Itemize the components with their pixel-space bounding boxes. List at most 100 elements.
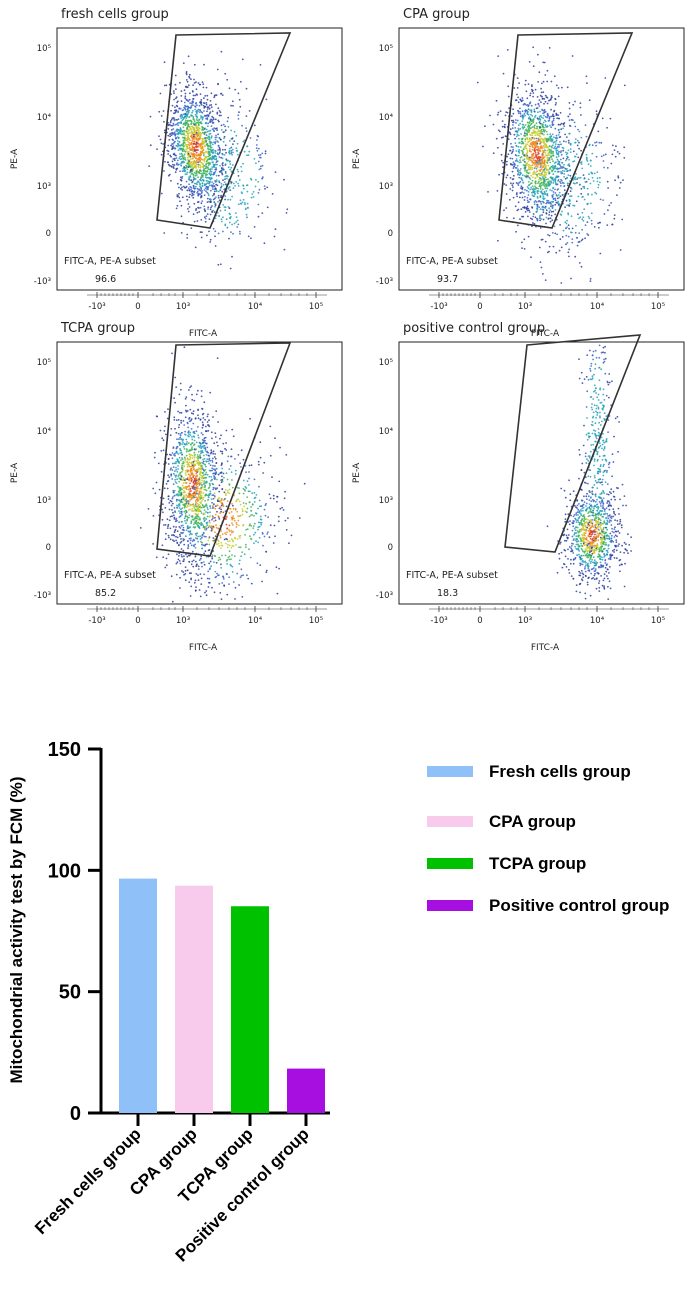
flow-event-dot — [211, 529, 214, 531]
flow-event-dot — [567, 115, 570, 118]
flow-event-dot — [186, 162, 189, 165]
flow-event-dot — [541, 149, 544, 152]
flow-event-dot — [207, 454, 210, 457]
flow-event-dot — [184, 121, 187, 123]
flow-event-dot — [533, 126, 536, 129]
flow-event-dot — [192, 544, 195, 547]
flow-event-dot — [179, 436, 182, 439]
flow-event-dot — [599, 252, 602, 255]
flow-event-dot — [223, 476, 225, 479]
flow-event-dot — [576, 182, 578, 184]
flow-event-dot — [551, 206, 554, 208]
flow-event-dot — [562, 149, 565, 152]
flow-event-dot — [205, 471, 208, 474]
flow-event-dot — [186, 109, 189, 111]
flow-event-dot — [588, 173, 590, 176]
flow-event-dot — [558, 143, 561, 146]
flow-event-dot — [203, 535, 206, 538]
flow-event-dot — [511, 170, 514, 173]
flow-event-dot — [526, 169, 528, 172]
flow-event-dot — [570, 195, 573, 198]
flow-event-dot — [182, 479, 185, 481]
flow-event-dot — [214, 149, 216, 152]
flow-event-dot — [212, 486, 215, 489]
flow-event-dot — [212, 182, 215, 185]
flow-event-dot — [208, 135, 211, 138]
flow-event-dot — [193, 156, 196, 159]
flow-event-dot — [169, 538, 172, 541]
flow-event-dot — [257, 215, 260, 218]
flow-event-dot — [600, 155, 603, 158]
flow-event-dot — [177, 453, 180, 455]
flow-event-dot — [197, 414, 199, 417]
flow-event-dot — [193, 122, 195, 124]
flow-event-dot — [590, 219, 593, 222]
flow-event-dot — [217, 144, 220, 147]
flow-event-dot — [189, 155, 192, 158]
flow-event-dot — [204, 500, 207, 502]
flow-event-dot — [193, 451, 196, 454]
flow-event-dot — [174, 528, 177, 531]
flow-event-dot — [224, 206, 227, 209]
flow-event-dot — [186, 189, 189, 192]
flow-event-dot — [200, 122, 203, 125]
flow-event-dot — [222, 131, 225, 134]
flow-panel-title: fresh cells group — [61, 7, 169, 22]
flow-event-dot — [521, 97, 524, 99]
flow-event-dot — [168, 476, 171, 478]
flow-event-dot — [216, 510, 218, 513]
flow-event-dot — [187, 84, 190, 87]
flow-event-dot — [202, 532, 205, 534]
flow-event-dot — [211, 557, 214, 560]
flow-event-dot — [519, 168, 522, 170]
flow-event-dot — [183, 130, 186, 132]
flow-event-dot — [539, 142, 541, 145]
flow-event-dot — [549, 99, 552, 101]
flow-event-dot — [210, 125, 213, 127]
flow-event-dot — [215, 134, 217, 137]
flow-event-dot — [543, 108, 546, 111]
flow-event-dot — [176, 498, 178, 501]
flow-event-dot — [527, 83, 530, 85]
flow-event-dot — [520, 172, 522, 175]
flow-event-dot — [206, 191, 209, 194]
flow-event-dot — [512, 161, 515, 164]
flow-event-dot — [186, 198, 189, 201]
flow-event-dot — [591, 144, 594, 147]
flow-event-dot — [210, 176, 213, 179]
flow-event-dot — [210, 431, 213, 434]
flow-event-dot — [175, 96, 178, 98]
flow-event-dot — [530, 138, 533, 141]
flow-x-tick-label: -10³ — [88, 302, 105, 312]
flow-event-dot — [551, 189, 553, 192]
flow-event-dot — [180, 162, 182, 165]
flow-event-dot — [606, 126, 608, 129]
flow-event-dot — [220, 50, 223, 53]
flow-event-dot — [197, 456, 200, 458]
flow-event-dot — [205, 425, 207, 428]
flow-event-dot — [208, 140, 211, 143]
flow-event-dot — [565, 153, 568, 156]
flow-event-dot — [170, 124, 173, 127]
flow-event-dot — [227, 166, 230, 169]
flow-event-dot — [170, 132, 173, 135]
flow-event-dot — [613, 217, 616, 220]
flow-event-dot — [190, 462, 193, 465]
flow-event-dot — [175, 169, 178, 171]
flow-event-dot — [178, 460, 180, 463]
flow-event-dot — [543, 149, 546, 152]
flow-event-dot — [227, 187, 230, 190]
flow-event-dot — [585, 75, 588, 78]
flow-event-dot — [176, 478, 179, 481]
flow-event-dot — [197, 579, 200, 581]
flow-event-dot — [174, 147, 177, 150]
flow-event-dot — [203, 172, 205, 175]
flow-event-dot — [188, 389, 190, 391]
flow-event-dot — [244, 208, 247, 211]
flow-event-dot — [560, 122, 563, 125]
flow-event-dot — [181, 467, 183, 470]
flow-event-dot — [167, 495, 170, 498]
flow-event-dot — [602, 154, 605, 157]
flow-event-dot — [203, 194, 206, 197]
flow-event-dot — [544, 207, 547, 209]
